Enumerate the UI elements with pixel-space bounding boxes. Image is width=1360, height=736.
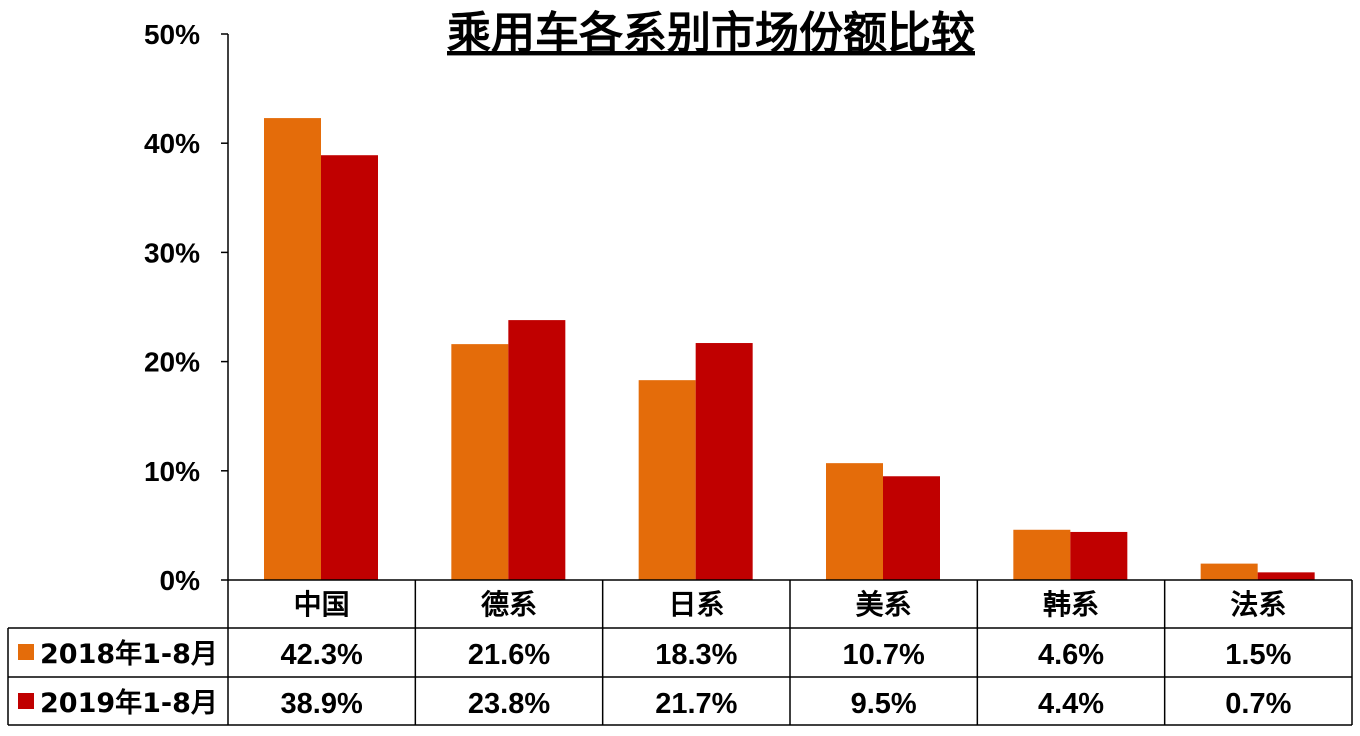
bar-2-5	[1070, 531, 1128, 580]
data-label: 10.7%	[843, 639, 925, 671]
data-label: 23.8%	[468, 688, 550, 720]
y-tick-label: 10%	[144, 456, 200, 487]
category-label: 美系	[856, 588, 912, 621]
legend-swatch	[18, 693, 34, 709]
bar-2-1	[321, 155, 378, 580]
data-label: 1.5%	[1225, 639, 1291, 671]
y-tick-label: 30%	[144, 237, 200, 268]
category-label: 德系	[481, 588, 537, 621]
data-label: 4.4%	[1038, 688, 1104, 720]
y-tick-label: 50%	[144, 19, 200, 50]
data-label: 9.5%	[851, 688, 917, 720]
chart-title: 乘用车各系别市场份额比较	[447, 8, 975, 59]
bar-1-4	[826, 463, 883, 580]
y-tick-label: 0%	[160, 565, 201, 596]
data-label: 0.7%	[1225, 688, 1291, 720]
bar-2-6	[1257, 572, 1315, 580]
legend-label: 2019年1-8月	[40, 687, 218, 719]
data-label: 21.7%	[655, 688, 737, 720]
category-label: 日系	[668, 588, 724, 621]
bar-1-2	[451, 344, 509, 580]
bars-layer	[264, 118, 1315, 581]
legend-label: 2018年1-8月	[40, 638, 218, 670]
y-tick-label: 40%	[144, 128, 200, 159]
data-label: 42.3%	[281, 639, 363, 671]
bar-1-3	[638, 380, 696, 580]
bar-1-1	[264, 118, 321, 581]
axis-layer: 0% 10% 20% 30% 40% 50%	[144, 19, 229, 596]
bar-2-3	[695, 343, 753, 580]
category-label: 法系	[1230, 588, 1286, 621]
bar-1-5	[1013, 529, 1071, 580]
data-label: 21.6%	[468, 639, 550, 671]
data-label: 4.6%	[1038, 639, 1104, 671]
y-tick-label: 20%	[144, 347, 200, 378]
data-label: 18.3%	[655, 639, 737, 671]
bar-2-4	[883, 476, 940, 580]
bar-2-2	[508, 320, 566, 580]
data-label: 38.9%	[281, 688, 363, 720]
category-label: 韩系	[1043, 588, 1099, 621]
category-label: 中国	[294, 588, 350, 621]
bar-1-6	[1200, 563, 1258, 580]
data-table: 中国 德系 日系 美系 韩系 法系 2018年1-8月 42.3% 21.6% 18.3% 10.7…	[7, 579, 1353, 726]
legend-swatch	[18, 644, 34, 660]
